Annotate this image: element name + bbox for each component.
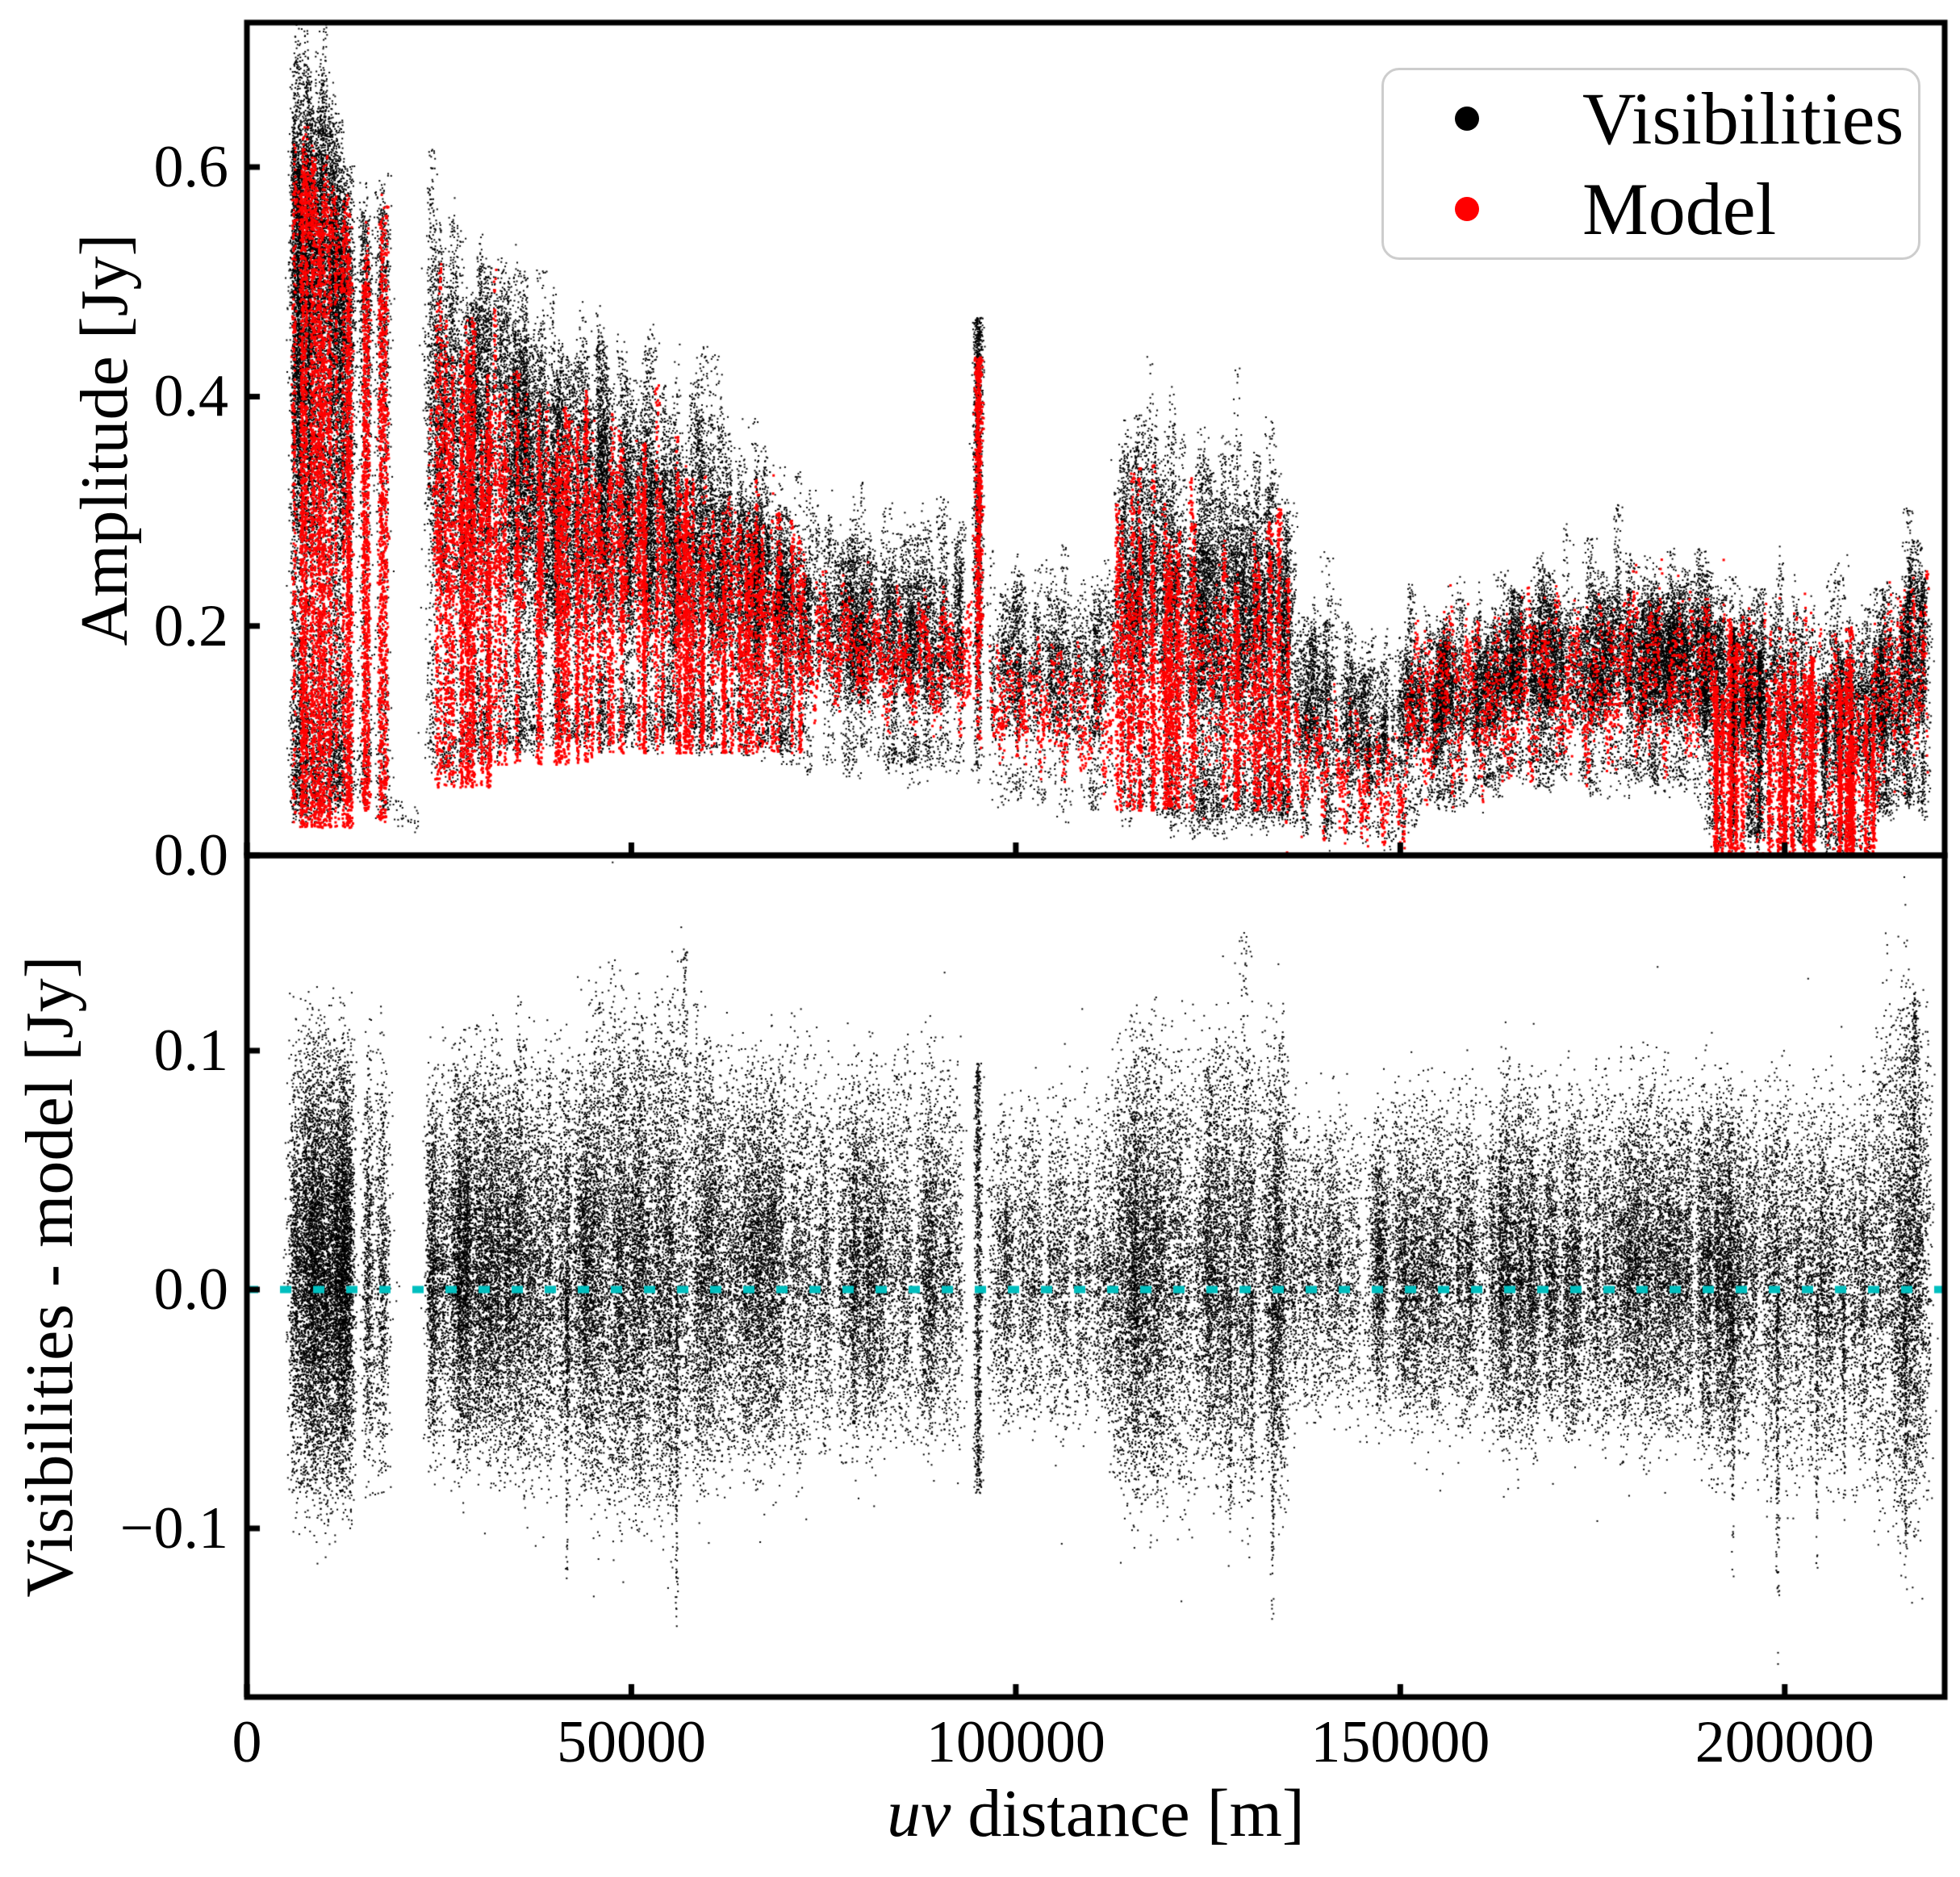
visibilities-marker-icon [1455, 107, 1479, 131]
x-tick-label: 50000 [556, 1709, 706, 1775]
legend-item-visibilities: Visibilities [1384, 77, 1918, 160]
legend-item-model: Model [1384, 168, 1918, 250]
uv-italic-label: uv [887, 1776, 951, 1851]
legend-label-model: Model [1582, 168, 1777, 250]
model-marker-icon [1455, 197, 1479, 221]
x-tick-label: 100000 [926, 1709, 1105, 1775]
amplitude-axis-label: Amplitude [Jy] [67, 233, 142, 646]
residual-tick-label: −0.1 [119, 1495, 228, 1562]
uv-distance-axis-label: uv distance [m] [887, 1780, 1305, 1848]
x-tick-label: 200000 [1695, 1709, 1874, 1775]
legend-label-visibilities: Visibilities [1582, 77, 1904, 160]
amplitude-tick-label: 0.0 [153, 822, 229, 888]
x-tick-label: 150000 [1310, 1709, 1490, 1775]
residual-axis-label: Visibilities - model [Jy] [12, 955, 87, 1598]
amplitude-tick-label: 0.4 [153, 363, 229, 430]
x-tick-label: 0 [232, 1709, 262, 1775]
legend: Visibilities Model [1381, 68, 1920, 260]
residual-tick-label: 0.0 [153, 1256, 229, 1323]
distance-unit-label: distance [m] [951, 1776, 1305, 1851]
amplitude-tick-label: 0.6 [153, 134, 229, 201]
residual-tick-label: 0.1 [153, 1018, 229, 1085]
amplitude-tick-label: 0.2 [153, 592, 229, 659]
